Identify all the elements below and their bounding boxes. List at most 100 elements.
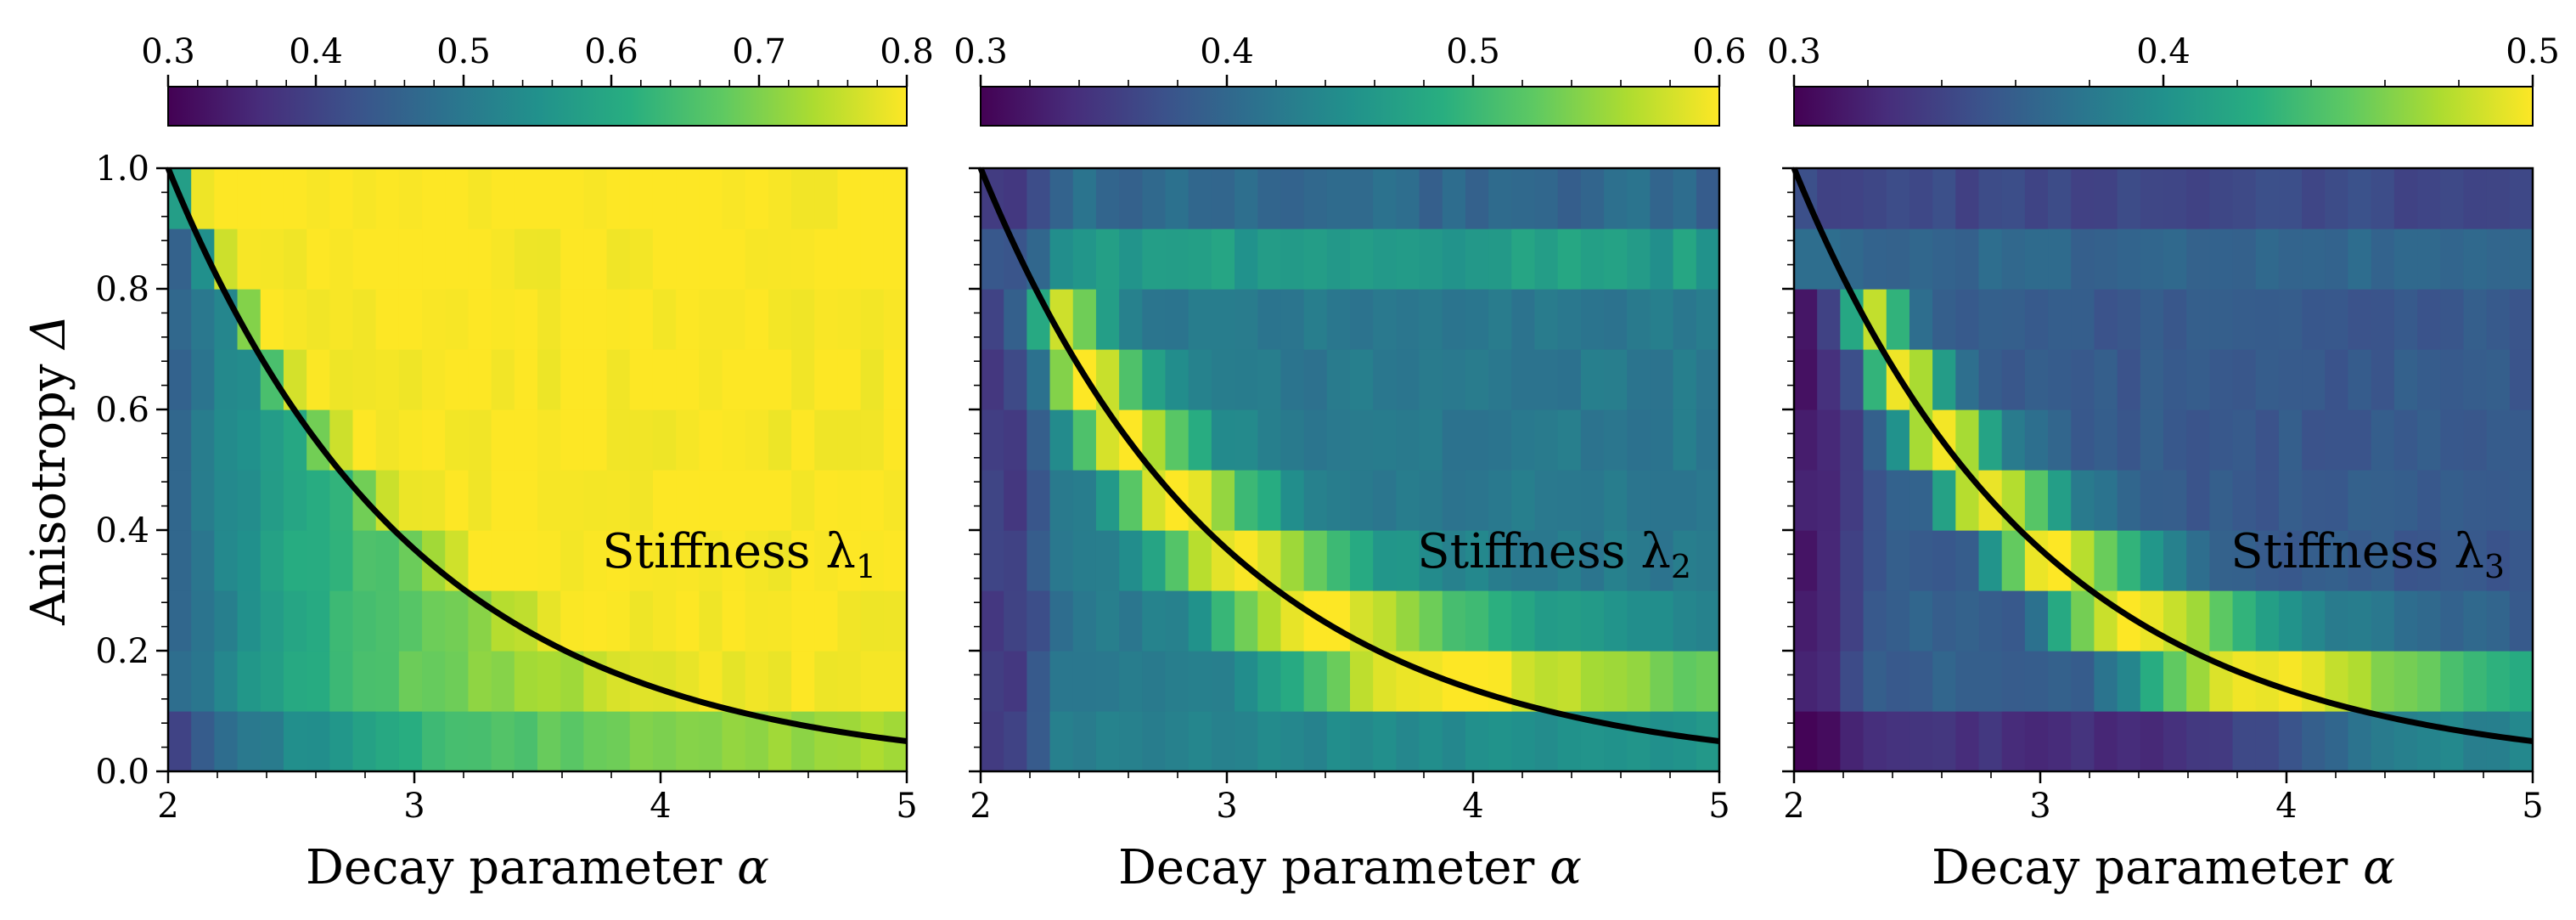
heatmap-cell — [1978, 409, 2003, 471]
heatmap-cell — [652, 289, 677, 350]
heatmap-cell — [1049, 470, 1074, 531]
heatmap-cell — [329, 229, 354, 290]
colorbar-1: 0.3 0.4 0.5 0.6 0.7 0.8 — [141, 32, 934, 127]
heatmap-cell — [2140, 289, 2164, 350]
heatmap-cell — [745, 470, 769, 531]
heatmap-cell — [2094, 409, 2118, 471]
heatmap-cell — [283, 168, 307, 229]
heatmap-cell — [2048, 409, 2072, 471]
heatmap-cell — [352, 711, 377, 771]
heatmap-cell — [1886, 409, 1910, 471]
heatmap-cell — [583, 470, 608, 531]
heatmap-cell — [260, 590, 284, 652]
heatmap-cell — [791, 651, 815, 712]
heatmap-cell — [260, 168, 284, 229]
heatmap-cell — [375, 530, 400, 591]
heatmap-cell — [1165, 229, 1190, 290]
heatmap-cell — [468, 530, 492, 591]
heatmap-cell — [2509, 168, 2533, 229]
x-tick-label: 5 — [896, 787, 917, 826]
heatmap-cell — [1488, 229, 1512, 290]
heatmap-cell — [1817, 651, 1841, 712]
y-ticks-1: 0.0 0.2 0.4 0.6 0.8 1.0 — [95, 150, 168, 792]
heatmap-cell — [1909, 470, 1933, 531]
heatmap-cell — [1557, 711, 1582, 771]
heatmap-cell — [2393, 229, 2418, 290]
heatmap-cell — [2186, 409, 2210, 471]
heatmap-cell — [1488, 349, 1512, 410]
heatmap-cell — [1257, 711, 1282, 771]
heatmap-cell — [1049, 349, 1074, 410]
heatmap-cell — [583, 349, 608, 410]
heatmap-cell — [329, 590, 354, 652]
heatmap-cell — [560, 590, 584, 652]
heatmap-cell — [2302, 590, 2326, 652]
heatmap-cell — [1350, 409, 1374, 471]
heatmap-cell — [2186, 289, 2210, 350]
heatmap-cell — [1257, 229, 1282, 290]
heatmap-cell — [2417, 349, 2441, 410]
heatmap-cell — [1511, 349, 1536, 410]
heatmap-cell — [860, 409, 885, 471]
heatmap-cell — [1534, 651, 1559, 712]
heatmap-cell — [468, 711, 492, 771]
heatmap-cell — [2486, 409, 2511, 471]
heatmap-cell — [1442, 168, 1466, 229]
heatmap-cell — [1396, 289, 1420, 350]
heatmap-cell — [2278, 711, 2303, 771]
heatmap-cell — [1072, 289, 1097, 350]
heatmap-cell — [1488, 289, 1512, 350]
heatmap-cell — [629, 349, 654, 410]
heatmap-cell — [1817, 289, 1841, 350]
heatmap-cell — [1004, 349, 1027, 410]
colorbar-tick-label: 0.3 — [953, 32, 1008, 71]
heatmap-cell — [1049, 229, 1074, 290]
heatmap-cell — [2140, 229, 2164, 290]
heatmap-cell — [2393, 651, 2418, 712]
heatmap-cell — [1465, 289, 1489, 350]
heatmap-cell — [1978, 711, 2003, 771]
heatmap-cell — [2302, 470, 2326, 531]
heatmap-cell — [791, 530, 815, 591]
heatmap-cell — [1978, 349, 2003, 410]
panel-label-2: Stiffness λ2 — [1417, 524, 1691, 585]
heatmap-cell — [491, 651, 515, 712]
heatmap-cell — [860, 711, 885, 771]
heatmap-cell — [583, 168, 608, 229]
heatmap-cell — [560, 711, 584, 771]
colorbar-1-bar — [167, 86, 908, 127]
heatmap-cell — [2325, 530, 2349, 591]
heatmap-cell — [1142, 651, 1167, 712]
heatmap-cell — [191, 289, 215, 350]
heatmap-cell — [422, 409, 446, 471]
heatmap-cell — [2117, 651, 2141, 712]
heatmap-cell — [1119, 530, 1143, 591]
heatmap-cell — [1350, 168, 1374, 229]
heatmap-cell — [1119, 711, 1143, 771]
heatmap-cell — [2071, 349, 2095, 410]
heatmap-cell — [514, 409, 538, 471]
heatmap-cell — [2325, 409, 2349, 471]
heatmap-cell — [1419, 530, 1443, 591]
heatmap-cell — [791, 711, 815, 771]
heatmap-cell — [2417, 470, 2441, 531]
heatmap-cell — [2117, 470, 2141, 531]
colorbar-3-ticks: 0.3 0.4 0.5 — [1767, 32, 2560, 87]
colorbar-tick-label: 0.5 — [2506, 32, 2560, 71]
heatmap-cell — [814, 590, 839, 652]
heatmap-cell — [2024, 229, 2049, 290]
heatmap-cell — [1235, 289, 1258, 350]
heatmap-cell — [2048, 651, 2072, 712]
heatmap-cell — [2140, 349, 2164, 410]
heatmap-cell — [307, 470, 330, 531]
heatmap-cell — [168, 711, 192, 771]
heatmap-cell — [2440, 711, 2465, 771]
heatmap-cell — [537, 349, 561, 410]
heatmap-cell — [1072, 229, 1097, 290]
heatmap-cell — [791, 470, 815, 531]
heatmap-cell — [1326, 289, 1351, 350]
heatmap-cell — [191, 711, 215, 771]
heatmap-cell — [652, 590, 677, 652]
heatmap-cell — [722, 289, 746, 350]
heatmap-cell — [2255, 349, 2280, 410]
